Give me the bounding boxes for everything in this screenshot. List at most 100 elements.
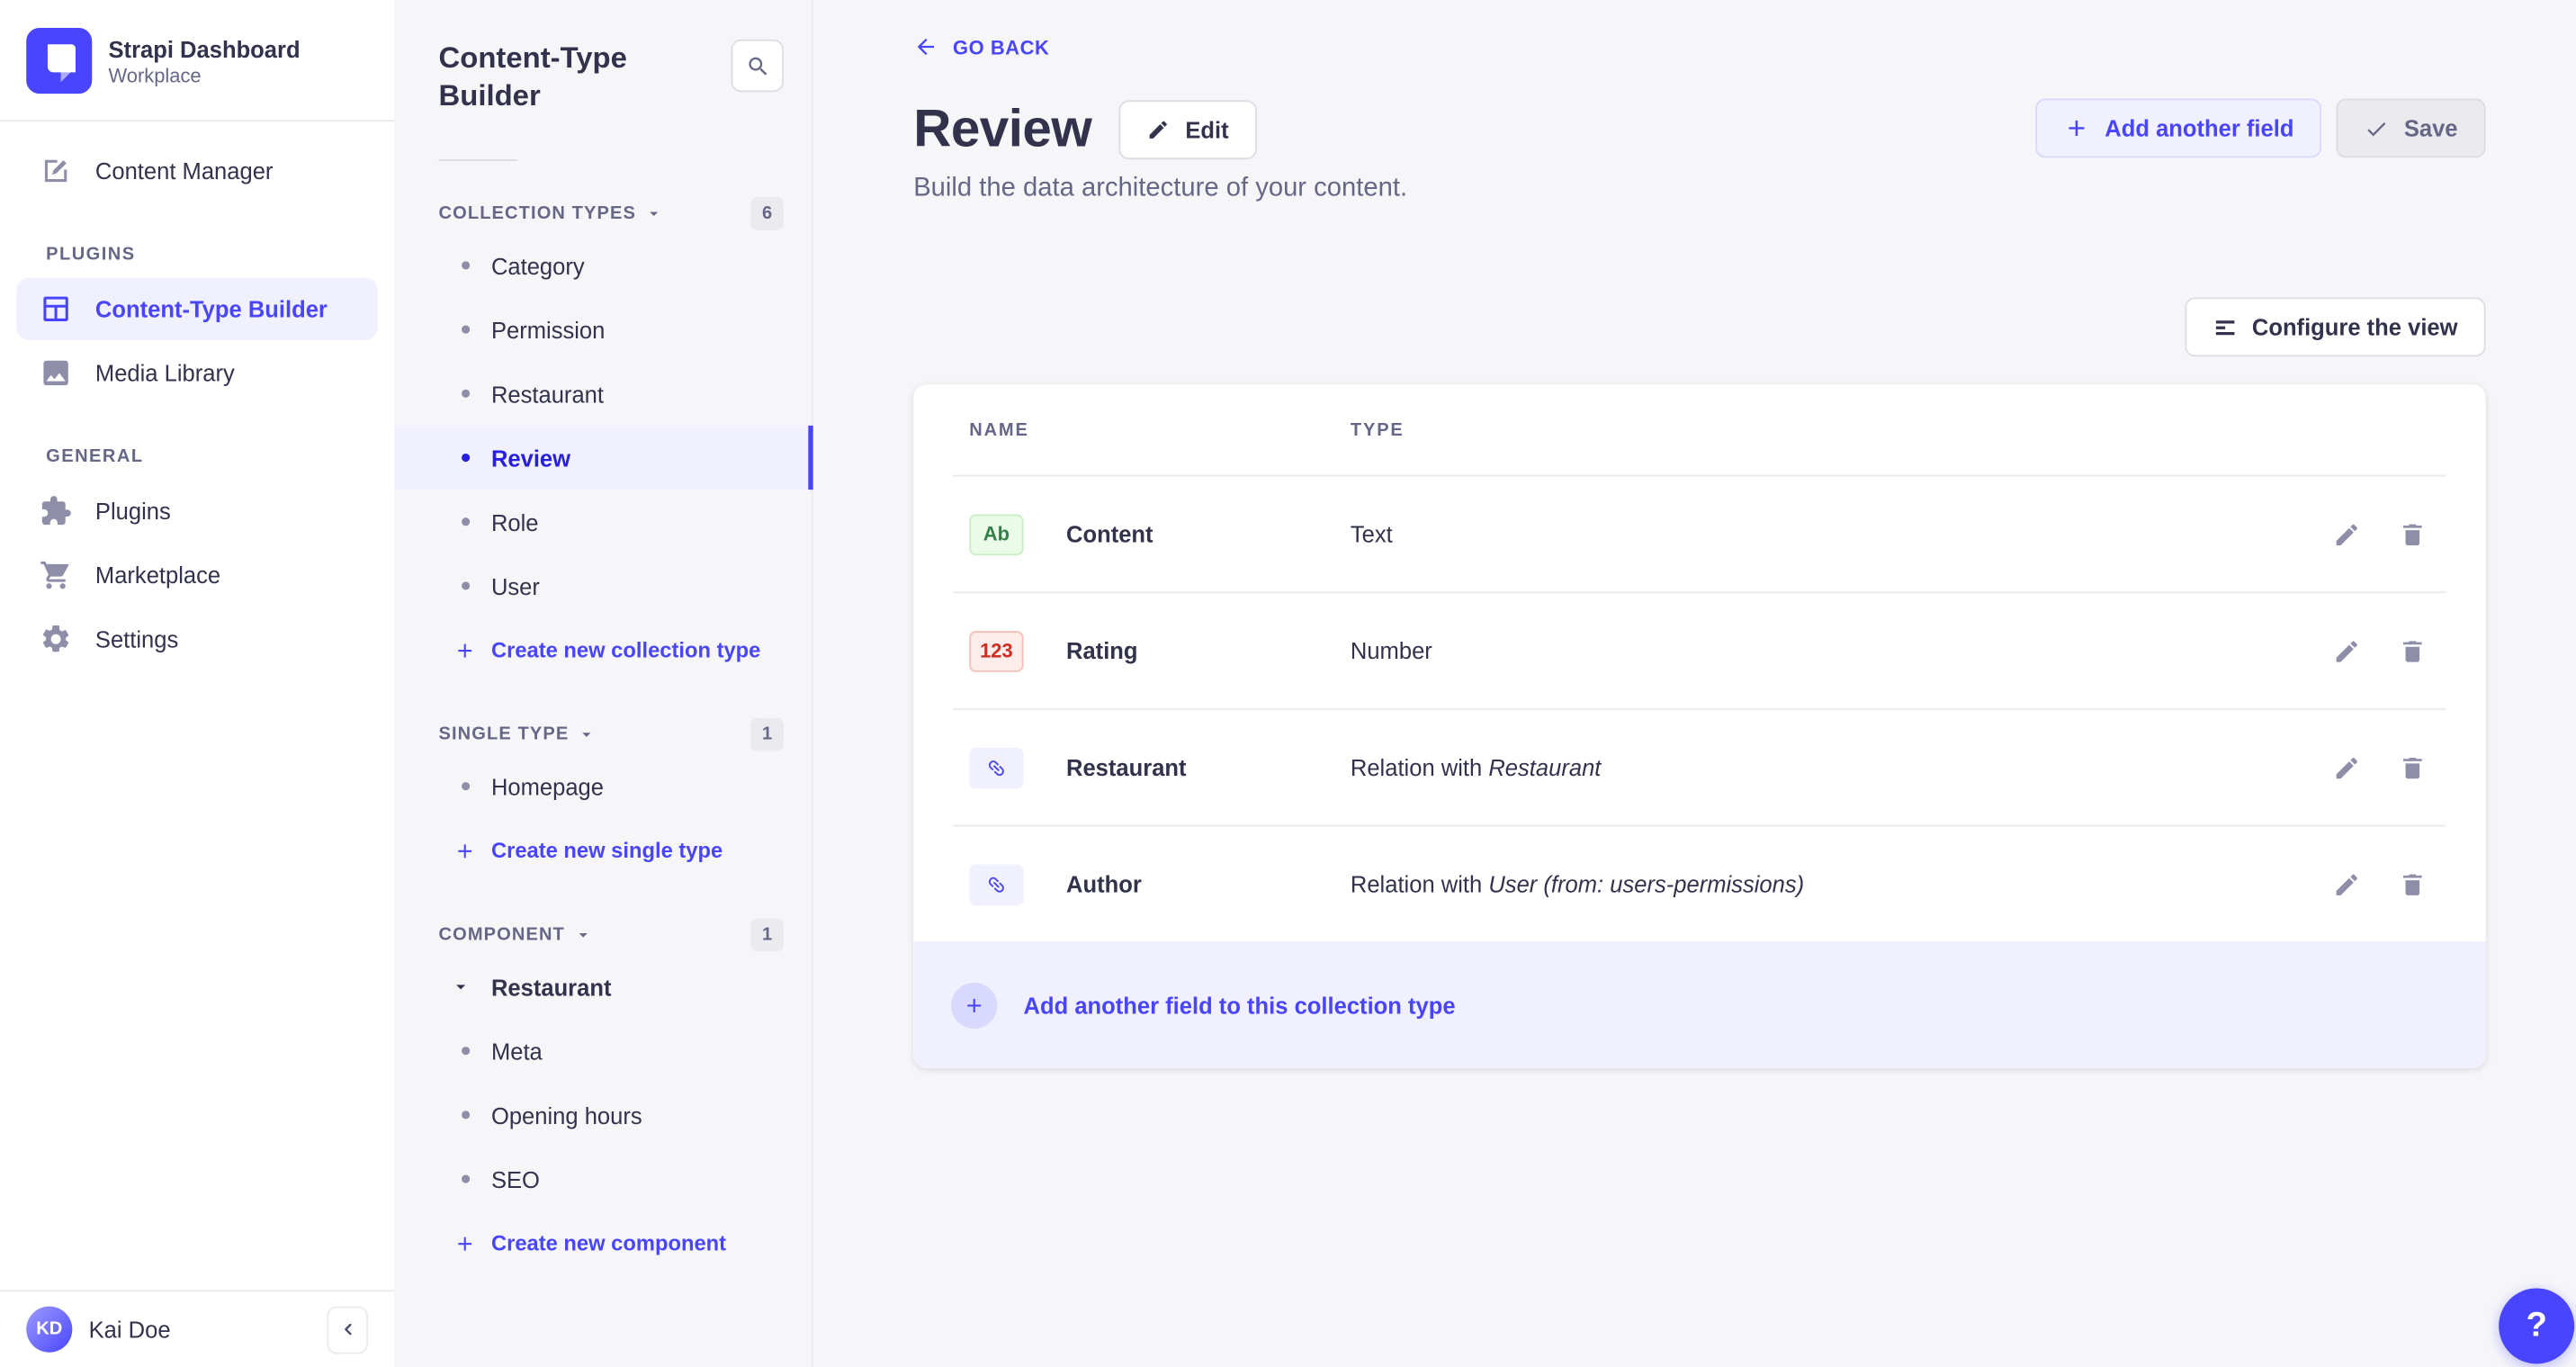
save-button[interactable]: Save bbox=[2336, 98, 2486, 158]
subnav-item-user[interactable]: User bbox=[394, 553, 812, 617]
section-single-type[interactable]: SINGLE TYPE 1 bbox=[394, 715, 812, 754]
create-new-single-type-link[interactable]: Create new single type bbox=[394, 818, 812, 882]
check-icon bbox=[2365, 116, 2389, 140]
subnav-item-seo[interactable]: SEO bbox=[394, 1147, 812, 1210]
add-another-field-button[interactable]: Add another field bbox=[2035, 98, 2322, 158]
configure-the-view-button[interactable]: Configure the view bbox=[2185, 297, 2486, 357]
bullet-dot bbox=[462, 782, 471, 791]
subnav-item-label: SEO bbox=[490, 1165, 540, 1192]
section-collection-types[interactable]: COLLECTION TYPES 6 bbox=[394, 193, 812, 233]
table-header: NAME TYPE bbox=[913, 384, 2485, 474]
sidebar-item-label: Content Manager bbox=[94, 157, 274, 184]
bullet-dot bbox=[462, 325, 471, 334]
subnav-item-restaurant[interactable]: Restaurant bbox=[394, 362, 812, 426]
subnav-item-label: User bbox=[490, 572, 540, 599]
subnav-item-label: Opening hours bbox=[490, 1102, 642, 1129]
page-title: Review bbox=[913, 98, 1092, 158]
filter-lines-icon bbox=[2212, 315, 2237, 339]
subnav-item-restaurant-component[interactable]: Restaurant bbox=[394, 955, 812, 1019]
section-label: COLLECTION TYPES bbox=[438, 203, 637, 224]
bullet-dot bbox=[462, 1047, 471, 1056]
sidebar-section-general: GENERAL bbox=[46, 446, 144, 467]
add-field-label: Add another field bbox=[2105, 114, 2294, 142]
field-name: Rating bbox=[1066, 637, 1138, 664]
settings-icon bbox=[40, 623, 73, 656]
subnav-item-label: Restaurant bbox=[490, 380, 604, 407]
plus-icon bbox=[2064, 115, 2090, 141]
chevron-down-icon bbox=[579, 726, 595, 742]
bullet-dot bbox=[462, 261, 471, 270]
sidebar-item-label: Content-Type Builder bbox=[94, 295, 328, 322]
avatar[interactable]: KD bbox=[26, 1306, 73, 1353]
sidebar-item-media-library[interactable]: Media Library bbox=[16, 342, 378, 404]
search-icon bbox=[745, 53, 769, 77]
sidebar-item-content-manager[interactable]: Content Manager bbox=[16, 139, 378, 202]
create-new-collection-type-link[interactable]: Create new collection type bbox=[394, 618, 812, 682]
sidebar-item-content-type-builder[interactable]: Content-Type Builder bbox=[16, 277, 378, 340]
content-manager-icon bbox=[40, 155, 73, 188]
add-field-to-collection-label: Add another field to this collection typ… bbox=[1023, 991, 1456, 1019]
configure-label: Configure the view bbox=[2251, 313, 2458, 340]
add-field-to-collection-row[interactable]: Add another field to this collection typ… bbox=[913, 941, 2486, 1068]
bullet-dot bbox=[462, 453, 471, 463]
subnav-item-homepage[interactable]: Homepage bbox=[394, 754, 812, 818]
sidebar-item-settings[interactable]: Settings bbox=[16, 608, 378, 670]
create-link-label: Create new single type bbox=[490, 838, 723, 863]
trash-icon[interactable] bbox=[2399, 753, 2427, 781]
subnav-item-review[interactable]: Review bbox=[394, 425, 813, 490]
chevron-down-icon bbox=[646, 205, 662, 221]
sidebar-item-plugins[interactable]: Plugins bbox=[16, 480, 378, 542]
trash-icon[interactable] bbox=[2399, 637, 2427, 665]
field-type: Number bbox=[1350, 637, 1432, 664]
relation-field-badge bbox=[969, 863, 1024, 905]
question-mark-label: ? bbox=[2526, 1306, 2547, 1345]
text-field-badge: Ab bbox=[969, 513, 1024, 555]
row-divider bbox=[953, 824, 2446, 827]
main-sidebar: Strapi Dashboard Workplace Content Manag… bbox=[0, 0, 395, 1367]
main-content: GO BACK Review Edit Build the data archi… bbox=[812, 0, 2576, 1367]
bullet-dot bbox=[462, 1174, 471, 1183]
pencil-icon[interactable] bbox=[2333, 637, 2361, 665]
create-link-label: Create new collection type bbox=[490, 637, 761, 662]
search-button[interactable] bbox=[731, 39, 784, 93]
edit-button[interactable]: Edit bbox=[1119, 99, 1257, 159]
create-new-component-link[interactable]: Create new component bbox=[394, 1211, 812, 1275]
strapi-logo-icon bbox=[26, 27, 93, 94]
plus-icon bbox=[453, 839, 477, 862]
sidebar-item-label: Settings bbox=[94, 625, 179, 652]
sidebar-divider bbox=[0, 120, 395, 122]
pencil-icon[interactable] bbox=[2333, 520, 2361, 548]
trash-icon[interactable] bbox=[2399, 870, 2427, 898]
subnav-item-meta[interactable]: Meta bbox=[394, 1019, 812, 1083]
go-back-link[interactable]: GO BACK bbox=[913, 34, 1049, 58]
count-badge: 1 bbox=[750, 717, 784, 751]
column-header-type: TYPE bbox=[1350, 419, 1405, 440]
bullet-dot bbox=[462, 517, 471, 526]
content-type-builder-icon bbox=[40, 292, 73, 326]
table-row-restaurant: Restaurant Relation with Restaurant bbox=[913, 710, 2485, 825]
workspace-name: Workplace bbox=[108, 63, 202, 86]
table-row-content: Ab Content Text bbox=[913, 477, 2485, 592]
subnav-item-permission[interactable]: Permission bbox=[394, 297, 812, 361]
page-subtitle: Build the data architecture of your cont… bbox=[913, 174, 1408, 202]
subnav-item-category[interactable]: Category bbox=[394, 233, 812, 297]
section-component[interactable]: COMPONENT 1 bbox=[394, 915, 812, 955]
fields-table: NAME TYPE Ab Content Text 123 Rat bbox=[913, 384, 2486, 1068]
subnav-item-label: Restaurant bbox=[490, 973, 612, 1001]
trash-icon[interactable] bbox=[2399, 520, 2427, 548]
marketplace-icon bbox=[40, 559, 73, 592]
subnav-item-opening-hours[interactable]: Opening hours bbox=[394, 1083, 812, 1147]
pencil-icon bbox=[1147, 118, 1171, 141]
link-icon bbox=[982, 869, 1012, 900]
table-row-author: Author Relation with User (from: users-p… bbox=[913, 826, 2485, 941]
subnav-item-role[interactable]: Role bbox=[394, 490, 812, 553]
pencil-icon[interactable] bbox=[2333, 870, 2361, 898]
row-divider bbox=[953, 591, 2446, 594]
help-button[interactable]: ? bbox=[2499, 1288, 2575, 1364]
sidebar-item-marketplace[interactable]: Marketplace bbox=[16, 544, 378, 606]
sidebar-section-plugins: PLUGINS bbox=[46, 245, 136, 265]
workspace-brand[interactable]: Strapi Dashboard Workplace bbox=[0, 0, 394, 120]
collapse-sidebar-button[interactable] bbox=[327, 1305, 368, 1354]
pencil-icon[interactable] bbox=[2333, 753, 2361, 781]
